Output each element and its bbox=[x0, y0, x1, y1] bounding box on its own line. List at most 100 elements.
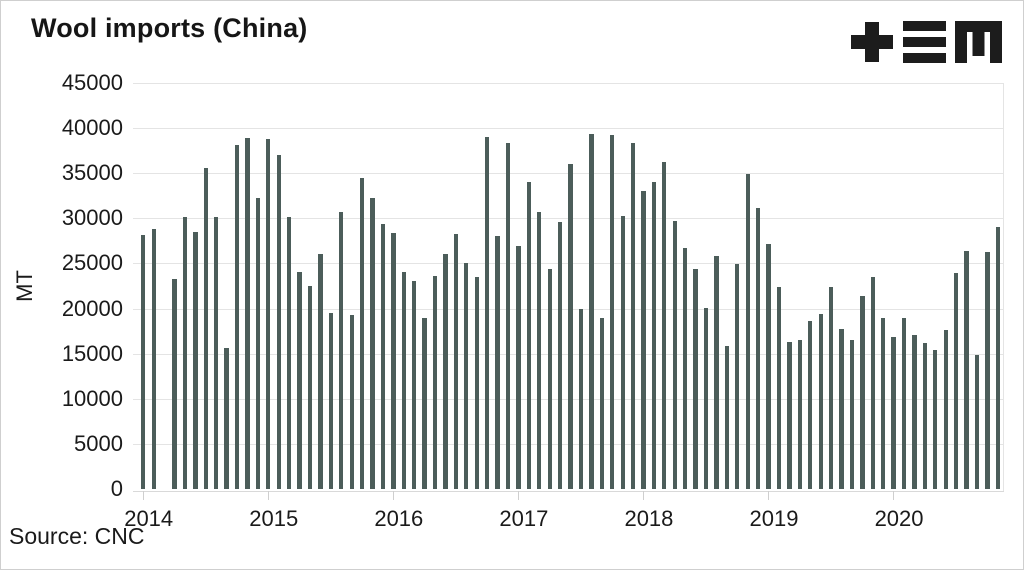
bar bbox=[151, 229, 156, 489]
bar bbox=[776, 286, 782, 489]
bar bbox=[266, 138, 271, 489]
bar bbox=[328, 313, 333, 489]
bar bbox=[349, 314, 354, 489]
bar bbox=[849, 340, 855, 489]
y-tick-label: 5000 bbox=[74, 430, 123, 456]
bar bbox=[922, 342, 928, 489]
bar bbox=[620, 215, 625, 489]
bar bbox=[380, 223, 386, 489]
bar bbox=[766, 243, 771, 489]
y-tick-label: 45000 bbox=[61, 70, 123, 95]
bar bbox=[412, 281, 417, 489]
bar bbox=[693, 268, 698, 489]
bar bbox=[860, 295, 865, 489]
source-note: Source: CNC bbox=[9, 523, 145, 549]
x-tick-label: 2017 bbox=[499, 506, 549, 531]
bar bbox=[391, 232, 396, 489]
bar bbox=[578, 308, 584, 489]
y-tick-label: 40000 bbox=[61, 115, 123, 141]
bar bbox=[912, 334, 917, 489]
bar bbox=[370, 198, 375, 489]
x-tick-label: 2020 bbox=[874, 506, 924, 531]
bar bbox=[203, 167, 208, 489]
bar bbox=[995, 227, 1000, 489]
x-tick-label: 2019 bbox=[749, 506, 799, 531]
x-axis-tick bbox=[267, 491, 269, 500]
bar bbox=[610, 135, 615, 489]
bar bbox=[651, 182, 657, 489]
gridline bbox=[133, 128, 1004, 130]
x-axis-tick bbox=[893, 491, 895, 500]
bar bbox=[828, 286, 834, 489]
bar bbox=[839, 329, 844, 489]
bar bbox=[568, 164, 573, 489]
tem-logo bbox=[851, 21, 1002, 63]
bar bbox=[683, 248, 688, 489]
bar bbox=[985, 251, 990, 489]
bar bbox=[318, 253, 323, 489]
bar bbox=[901, 317, 907, 489]
bar bbox=[359, 177, 365, 489]
bar bbox=[599, 318, 604, 489]
bar bbox=[891, 337, 896, 489]
bar bbox=[797, 340, 802, 489]
bar bbox=[214, 217, 219, 489]
bar bbox=[745, 174, 750, 489]
bar bbox=[182, 216, 188, 489]
y-tick-label: 0 bbox=[110, 476, 123, 501]
x-tick-label: 2018 bbox=[624, 506, 674, 531]
bar bbox=[443, 254, 448, 489]
gridline bbox=[133, 83, 1004, 84]
bar bbox=[870, 276, 875, 489]
bar bbox=[755, 207, 761, 489]
bar bbox=[255, 198, 261, 489]
bar bbox=[495, 236, 500, 489]
bar bbox=[808, 321, 813, 489]
x-tick-label: 2015 bbox=[249, 506, 299, 531]
bar bbox=[818, 313, 823, 489]
bar bbox=[735, 264, 740, 489]
bar bbox=[933, 350, 938, 489]
bar bbox=[307, 286, 313, 489]
y-tick-label: 10000 bbox=[61, 385, 123, 411]
bar bbox=[453, 233, 459, 489]
bar bbox=[432, 276, 438, 489]
bar bbox=[964, 250, 969, 489]
bar bbox=[276, 155, 281, 489]
bar bbox=[516, 246, 521, 489]
plot-right-border bbox=[1003, 83, 1004, 491]
x-axis-tick bbox=[642, 491, 644, 500]
bar bbox=[974, 354, 980, 489]
bar bbox=[787, 341, 792, 489]
bar bbox=[703, 307, 709, 489]
bar bbox=[224, 348, 229, 489]
bar bbox=[141, 234, 146, 489]
bar bbox=[464, 263, 469, 489]
bar bbox=[954, 273, 959, 489]
bar bbox=[547, 268, 552, 489]
bar bbox=[881, 317, 886, 489]
bar bbox=[193, 231, 198, 489]
bar bbox=[526, 182, 531, 489]
y-tick-label: 20000 bbox=[61, 295, 123, 321]
bar bbox=[630, 143, 636, 489]
x-axis-tick bbox=[142, 491, 144, 500]
bar bbox=[557, 221, 563, 489]
bar bbox=[401, 272, 406, 489]
bar bbox=[287, 216, 292, 489]
bar bbox=[297, 271, 302, 489]
y-tick-label: 30000 bbox=[61, 205, 123, 231]
bar bbox=[589, 133, 594, 489]
bar bbox=[245, 138, 250, 489]
x-axis-line bbox=[133, 491, 1004, 492]
x-axis-tick bbox=[768, 491, 769, 500]
bar bbox=[662, 162, 667, 489]
bar bbox=[474, 276, 479, 489]
bar bbox=[172, 278, 177, 489]
y-tick-label: 25000 bbox=[61, 250, 123, 276]
bar bbox=[234, 145, 240, 489]
bar bbox=[505, 143, 511, 489]
page-title: Wool imports (China) bbox=[31, 13, 308, 43]
bar bbox=[422, 317, 427, 489]
